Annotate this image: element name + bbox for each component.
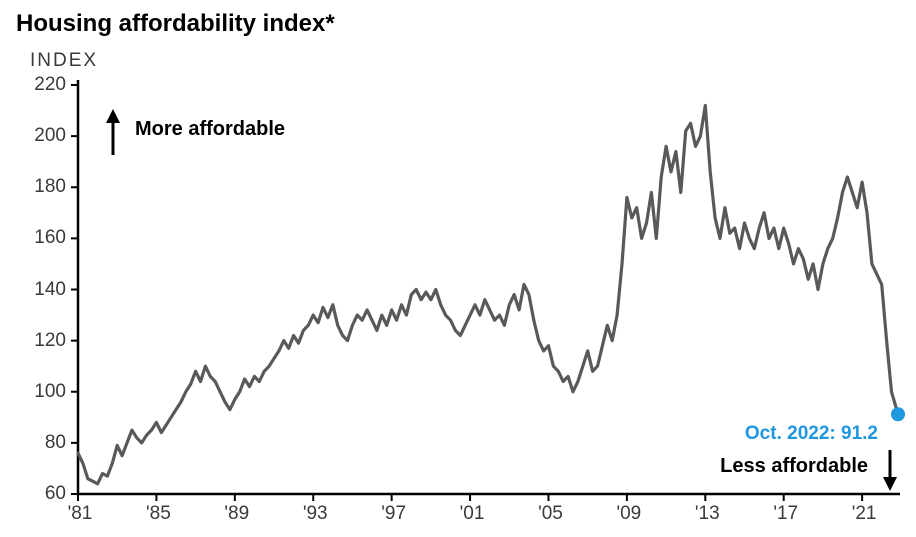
x-tick-label: '97 [374, 503, 414, 525]
less-affordable-label: Less affordable [720, 455, 868, 478]
callout-label: Oct. 2022: 91.2 [745, 423, 878, 445]
y-tick-label: 220 [34, 74, 66, 96]
y-tick-label: 60 [45, 483, 66, 505]
y-tick-label: 140 [34, 279, 66, 301]
x-tick-label: '21 [844, 503, 884, 525]
y-tick-label: 200 [34, 125, 66, 147]
more-affordable-label: More affordable [135, 118, 285, 141]
x-tick-label: '01 [452, 503, 492, 525]
x-tick-label: '81 [60, 503, 100, 525]
x-tick-label: '85 [138, 503, 178, 525]
x-tick-label: '17 [766, 503, 806, 525]
y-tick-label: 100 [34, 381, 66, 403]
y-tick-label: 120 [34, 330, 66, 352]
x-tick-label: '05 [530, 503, 570, 525]
x-tick-label: '13 [687, 503, 727, 525]
x-tick-label: '89 [217, 503, 257, 525]
x-tick-label: '93 [295, 503, 335, 525]
y-tick-label: 160 [34, 227, 66, 249]
y-tick-label: 80 [45, 432, 66, 454]
y-tick-label: 180 [34, 176, 66, 198]
x-tick-label: '09 [609, 503, 649, 525]
